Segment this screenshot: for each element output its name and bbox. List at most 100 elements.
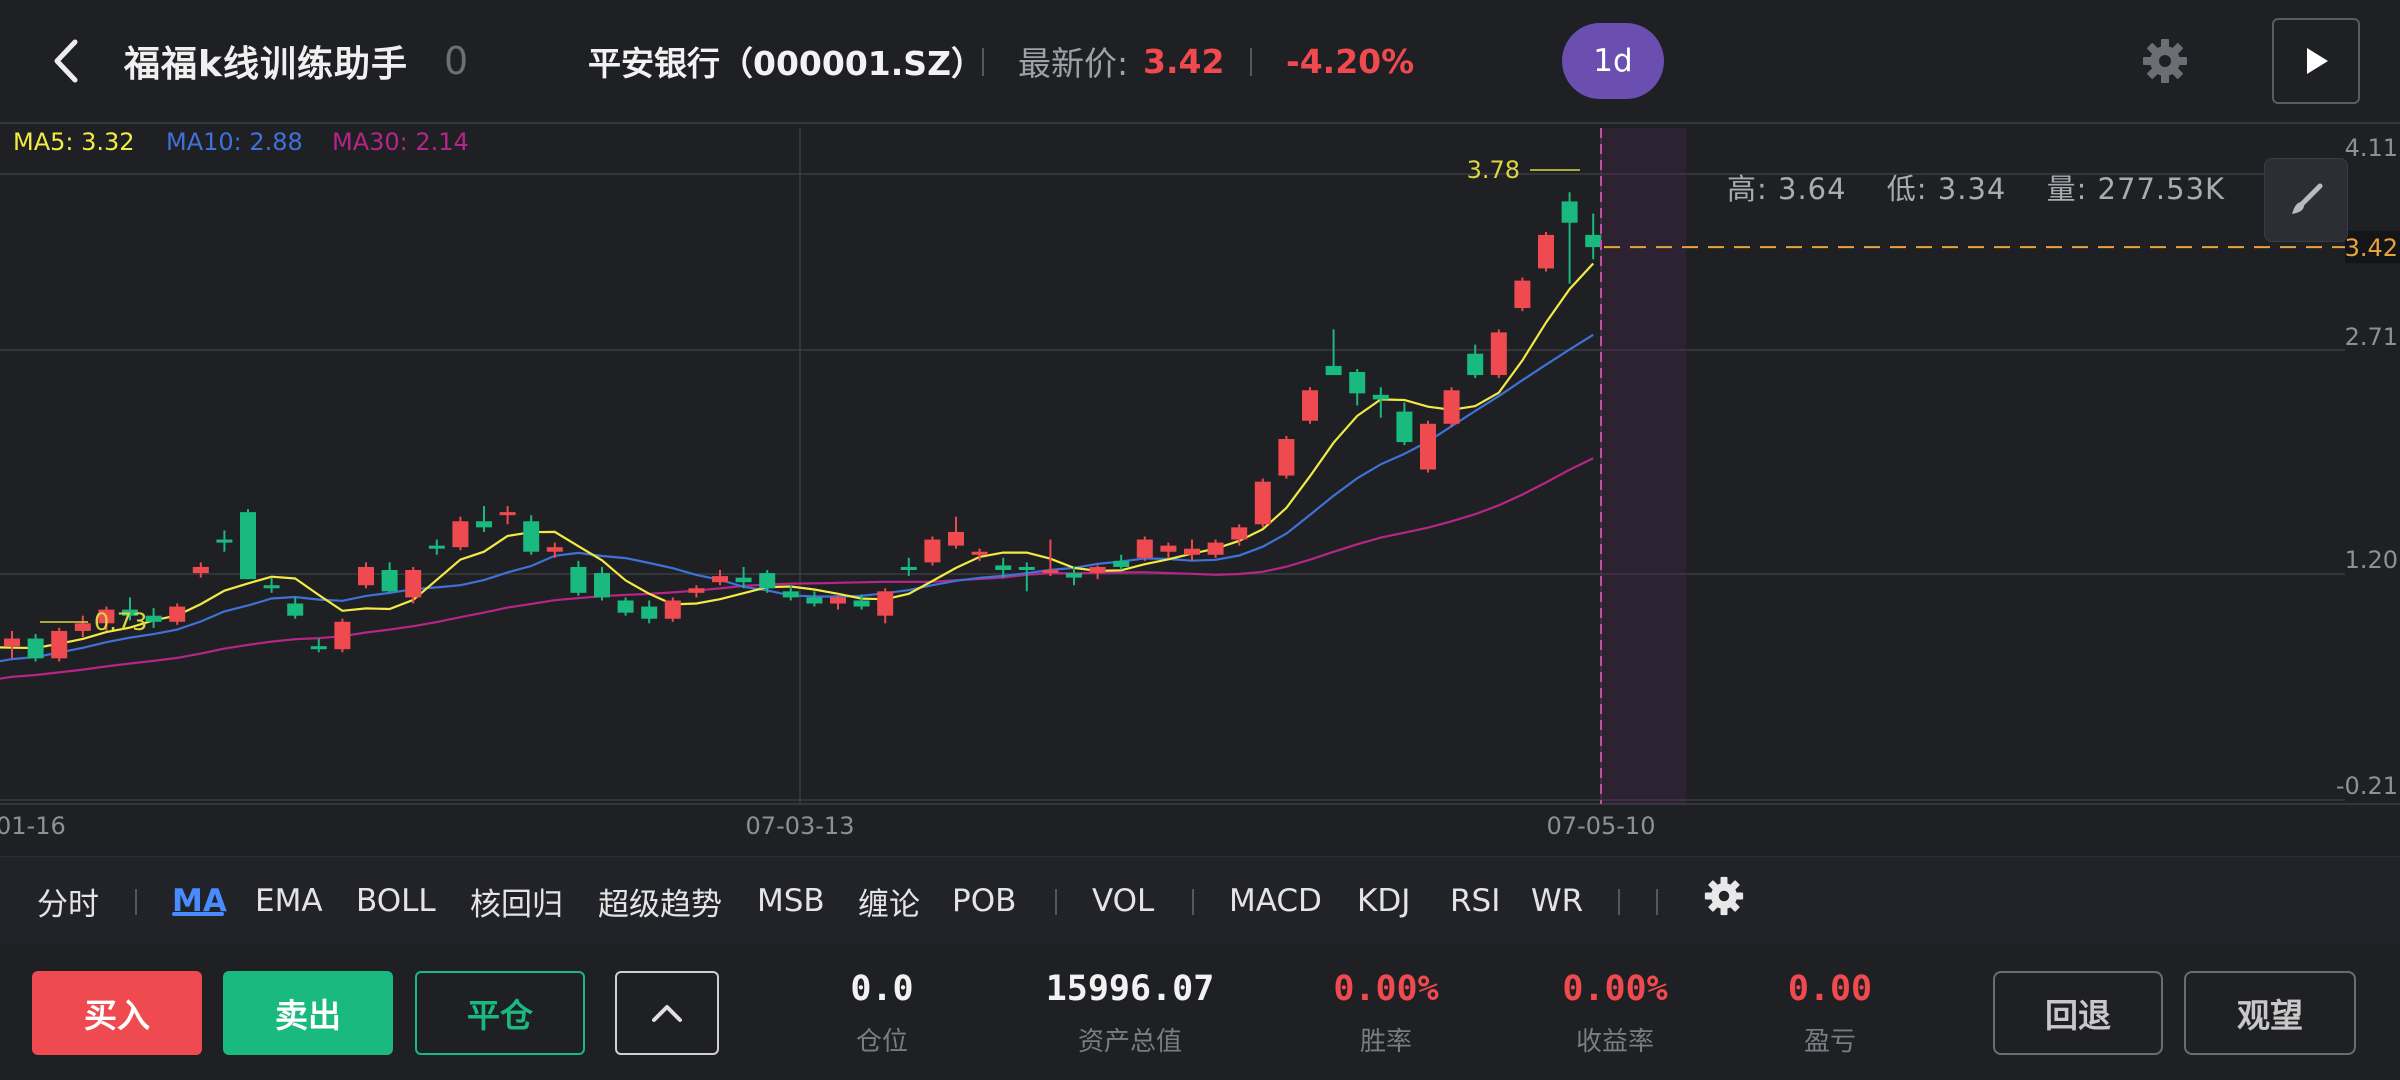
change-value: -4.20% [1286, 41, 1415, 81]
tab-fenshi[interactable]: 分时 [37, 886, 99, 923]
candle-body [570, 566, 587, 593]
candle-body [4, 638, 20, 647]
buy-button[interactable]: 买入 [32, 971, 202, 1055]
tab-vol[interactable]: VOL [1092, 883, 1155, 919]
candle-body [452, 521, 469, 548]
high-value: 高: 3.64 [1727, 172, 1847, 206]
candle-body [1372, 394, 1389, 400]
settings-button[interactable] [2142, 38, 2188, 84]
candle-body [145, 615, 162, 622]
draw-tool-button[interactable] [2264, 158, 2348, 242]
candle-body [287, 603, 304, 616]
candle-body [263, 585, 280, 589]
candle-body [1018, 566, 1035, 571]
candle-body [1160, 545, 1177, 552]
tab-msb[interactable]: MSB [757, 883, 825, 919]
tab-pob[interactable]: POB [952, 883, 1017, 919]
kline-chart[interactable]: 4.11 2.71 1.20 -0.21 01-16 07-03-13 07-05-10 3.… [0, 124, 2400, 856]
ma30-legend: MA30: 2.14 [332, 128, 469, 156]
tab-boll[interactable]: BOLL [356, 883, 436, 919]
stat-label: 盈亏 [1803, 1027, 1856, 1057]
stat-win-rate: 0.00% 胜率 [1316, 969, 1456, 1058]
tab-hehuigui[interactable]: 核回归 [470, 886, 563, 923]
gear-icon [1704, 876, 1744, 916]
stat-return: 0.00% 收益率 [1545, 969, 1685, 1058]
candle-body [169, 606, 186, 622]
candle-body [1254, 481, 1271, 525]
stat-value: 15996.07 [1045, 969, 1215, 1009]
candle-body [948, 531, 964, 546]
y-tick-label: -0.21 [2336, 772, 2398, 800]
tab-kdj[interactable]: KDJ [1357, 883, 1411, 919]
stat-value: 0.00% [1562, 969, 1668, 1009]
tab-wr[interactable]: WR [1531, 883, 1584, 919]
divider [135, 889, 137, 915]
low-value: 低: 3.34 [1886, 172, 2007, 206]
ohlc-info: 高: 3.64 低: 3.34 量: 277.53K [1727, 166, 2255, 208]
divider [982, 48, 984, 76]
stat-position: 0.0 仓位 [822, 969, 942, 1058]
indicator-bar: 分时 MA EMA BOLL 核回归 超级趋势 MSB 缠论 POB VOL M… [0, 856, 2400, 946]
candle-body [1231, 527, 1248, 540]
tab-ema[interactable]: EMA [255, 883, 323, 919]
candle-body [900, 566, 917, 571]
top-bar: 福福k线训练助手 0 平安银行（000001.SZ） 最新价: 3.42 -4.… [0, 0, 2400, 124]
candle-body [51, 630, 68, 659]
tab-rsi[interactable]: RSI [1450, 883, 1501, 919]
stat-label: 收益率 [1575, 1027, 1654, 1057]
stat-value: 0.00 [1787, 969, 1873, 1009]
candle-body [1136, 539, 1153, 558]
stat-pnl: 0.00 盈亏 [1770, 969, 1890, 1058]
candle-body [1278, 439, 1295, 476]
stat-label: 胜率 [1359, 1027, 1412, 1057]
ma10-legend: MA10: 2.88 [166, 128, 303, 156]
undo-button[interactable]: 回退 [1993, 971, 2163, 1055]
current-price-label: 3.42 [2345, 234, 2398, 262]
back-button[interactable] [40, 0, 92, 122]
ma5-legend: MA5: 3.32 [13, 128, 135, 156]
stat-label: 仓位 [855, 1027, 908, 1057]
candle-body [74, 623, 91, 631]
indicator-settings-button[interactable] [1704, 876, 1744, 916]
stat-label: 资产总值 [1077, 1027, 1182, 1057]
divider [1192, 889, 1194, 915]
expand-button[interactable] [615, 971, 719, 1055]
candle-body [1490, 332, 1507, 376]
price-value: 3.42 [1143, 41, 1225, 81]
candle-body [1396, 411, 1413, 443]
close-position-button[interactable]: 平仓 [415, 971, 585, 1055]
y-tick-label: 1.20 [2345, 546, 2398, 574]
candle-body [310, 646, 327, 650]
candle-body [122, 609, 138, 616]
divider [1250, 48, 1252, 76]
candle-body [594, 573, 610, 598]
chevron-up-icon [652, 1005, 682, 1022]
tab-chanlun[interactable]: 缠论 [858, 886, 920, 923]
candle-body [334, 621, 351, 650]
gear-icon [2143, 39, 2187, 83]
tab-macd[interactable]: MACD [1229, 883, 1322, 919]
candle-body [1089, 566, 1106, 574]
tab-chaoji[interactable]: 超级趋势 [598, 886, 722, 923]
candle-body [358, 566, 374, 586]
sell-button[interactable]: 卖出 [223, 971, 393, 1055]
candle-body [688, 588, 705, 593]
volume-value: 量: 277.53K [2046, 172, 2226, 206]
tab-ma[interactable]: MA [172, 883, 227, 919]
candle-body [1420, 423, 1436, 470]
play-button[interactable] [2272, 18, 2360, 104]
stat-value: 0.0 [850, 969, 914, 1009]
candle-body [476, 521, 492, 528]
app-count: 0 [444, 39, 469, 83]
candle-body [192, 566, 209, 574]
y-tick-label: 4.11 [2345, 134, 2398, 162]
candle-body [782, 591, 799, 598]
price-label: 最新价: [1018, 44, 1129, 83]
x-tick-label: 07-05-10 [1547, 812, 1656, 840]
period-button[interactable]: 1d [1562, 23, 1664, 99]
candle-body [1349, 371, 1366, 394]
x-tick-label: 07-03-13 [746, 812, 855, 840]
current-price-tag [2345, 231, 2400, 264]
candle-body [381, 570, 398, 592]
watch-button[interactable]: 观望 [2184, 971, 2356, 1055]
